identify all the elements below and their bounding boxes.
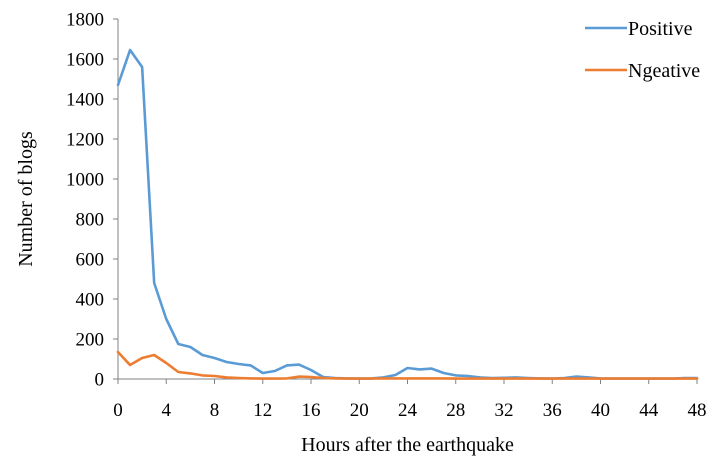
x-tick-label: 24 — [398, 400, 418, 421]
series-line-ngeative — [116, 350, 699, 380]
x-tick-label: 48 — [688, 400, 707, 421]
y-tick-label: 600 — [76, 250, 105, 271]
x-axis-title: Hours after the earthquake — [301, 434, 514, 456]
x-ticks: 0 4 8 12 16 20 24 28 32 36 40 44 48 — [113, 379, 707, 421]
y-tick-label: 1000 — [66, 170, 104, 191]
y-tick-label: 800 — [76, 210, 105, 231]
y-ticks: 0 200 400 600 800 1000 1200 1400 1600 1800 — [66, 10, 118, 391]
x-tick-label: 0 — [113, 400, 123, 421]
x-tick-label: 44 — [639, 400, 659, 421]
series-line-positive — [116, 48, 699, 380]
y-tick-label: 1200 — [66, 130, 104, 151]
x-tick-label: 16 — [302, 400, 321, 421]
y-tick-label: 400 — [76, 290, 105, 311]
axes — [117, 19, 697, 380]
x-tick-label: 32 — [495, 400, 514, 421]
x-tick-label: 28 — [446, 400, 465, 421]
x-tick-label: 36 — [543, 400, 562, 421]
legend-label-ngeative: Ngeative — [628, 60, 700, 82]
legend-label-positive: Positive — [628, 18, 693, 40]
x-tick-label: 4 — [162, 400, 172, 421]
y-tick-label: 1600 — [66, 50, 104, 71]
y-axis-title: Number of blogs — [15, 131, 37, 267]
x-tick-label: 20 — [350, 400, 369, 421]
y-tick-label: 1400 — [66, 90, 104, 111]
y-tick-label: 200 — [76, 330, 105, 351]
x-tick-label: 12 — [253, 400, 272, 421]
x-tick-label: 8 — [210, 400, 220, 421]
y-tick-label: 0 — [95, 370, 105, 391]
y-tick-label: 1800 — [66, 10, 104, 31]
legend: Positive Ngeative — [585, 18, 700, 82]
series-lines — [116, 48, 699, 380]
x-tick-label: 40 — [591, 400, 610, 421]
